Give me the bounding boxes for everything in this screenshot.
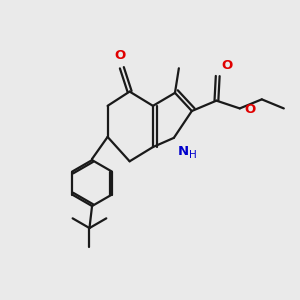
Text: O: O [221,58,233,72]
Text: N: N [177,145,188,158]
Text: O: O [244,103,255,116]
Text: O: O [115,50,126,62]
Text: H: H [189,150,197,160]
